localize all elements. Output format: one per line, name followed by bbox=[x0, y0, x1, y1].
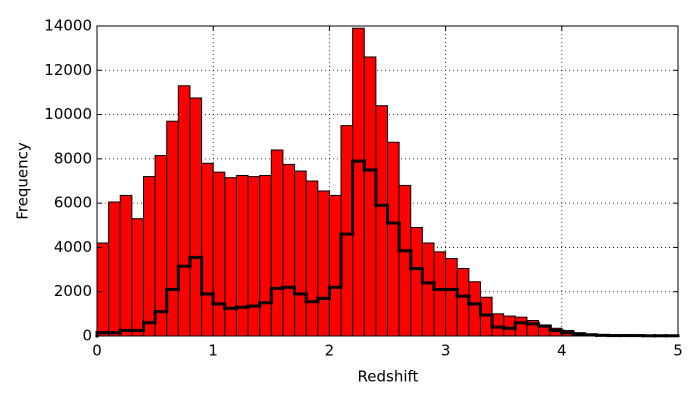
bar bbox=[445, 258, 458, 337]
bar bbox=[491, 313, 505, 337]
bar bbox=[305, 180, 319, 337]
x-tick-label: 5 bbox=[673, 342, 683, 360]
bar bbox=[375, 105, 389, 337]
plot-frame bbox=[96, 25, 679, 337]
y-tick-label: 6000 bbox=[54, 194, 92, 212]
bar bbox=[119, 194, 133, 337]
bar bbox=[224, 177, 237, 337]
bar bbox=[201, 162, 214, 337]
bar bbox=[479, 296, 493, 337]
bar bbox=[189, 97, 203, 337]
bar bbox=[468, 281, 481, 337]
bar bbox=[96, 242, 110, 337]
bar bbox=[503, 315, 516, 337]
y-tick-label: 0 bbox=[82, 327, 92, 345]
bar bbox=[282, 163, 296, 337]
bar bbox=[294, 170, 307, 337]
bar bbox=[154, 155, 168, 337]
bar bbox=[317, 190, 330, 337]
bar bbox=[514, 316, 528, 337]
x-tick-label: 1 bbox=[208, 342, 218, 360]
y-tick-label: 2000 bbox=[54, 282, 92, 300]
bar bbox=[270, 149, 284, 337]
x-tick-label: 0 bbox=[92, 342, 102, 360]
bar bbox=[131, 218, 144, 337]
y-tick-label: 4000 bbox=[54, 238, 92, 256]
y-tick-label: 14000 bbox=[44, 17, 92, 35]
bar bbox=[387, 141, 400, 337]
bar bbox=[363, 56, 377, 337]
bar bbox=[398, 184, 412, 337]
x-axis-label: Redshift bbox=[358, 368, 419, 386]
bar bbox=[340, 125, 354, 337]
bar bbox=[212, 171, 226, 337]
y-tick-label: 12000 bbox=[44, 61, 92, 79]
bar bbox=[328, 194, 342, 337]
bar bbox=[352, 27, 365, 337]
bar bbox=[410, 227, 423, 337]
x-tick-label: 3 bbox=[441, 342, 451, 360]
x-tick-label: 2 bbox=[325, 342, 335, 360]
bar bbox=[433, 251, 447, 337]
y-tick-label: 8000 bbox=[54, 149, 92, 167]
x-tick-label: 4 bbox=[557, 342, 567, 360]
bar bbox=[142, 176, 156, 337]
bar bbox=[259, 174, 272, 337]
bar bbox=[108, 201, 121, 337]
bar bbox=[166, 120, 179, 337]
y-tick-label: 10000 bbox=[44, 105, 92, 123]
y-axis-label: Frequency bbox=[14, 142, 32, 220]
bar bbox=[456, 267, 470, 337]
bar bbox=[247, 176, 261, 337]
bar bbox=[421, 242, 435, 337]
bar bbox=[177, 85, 191, 337]
bar bbox=[235, 174, 249, 337]
